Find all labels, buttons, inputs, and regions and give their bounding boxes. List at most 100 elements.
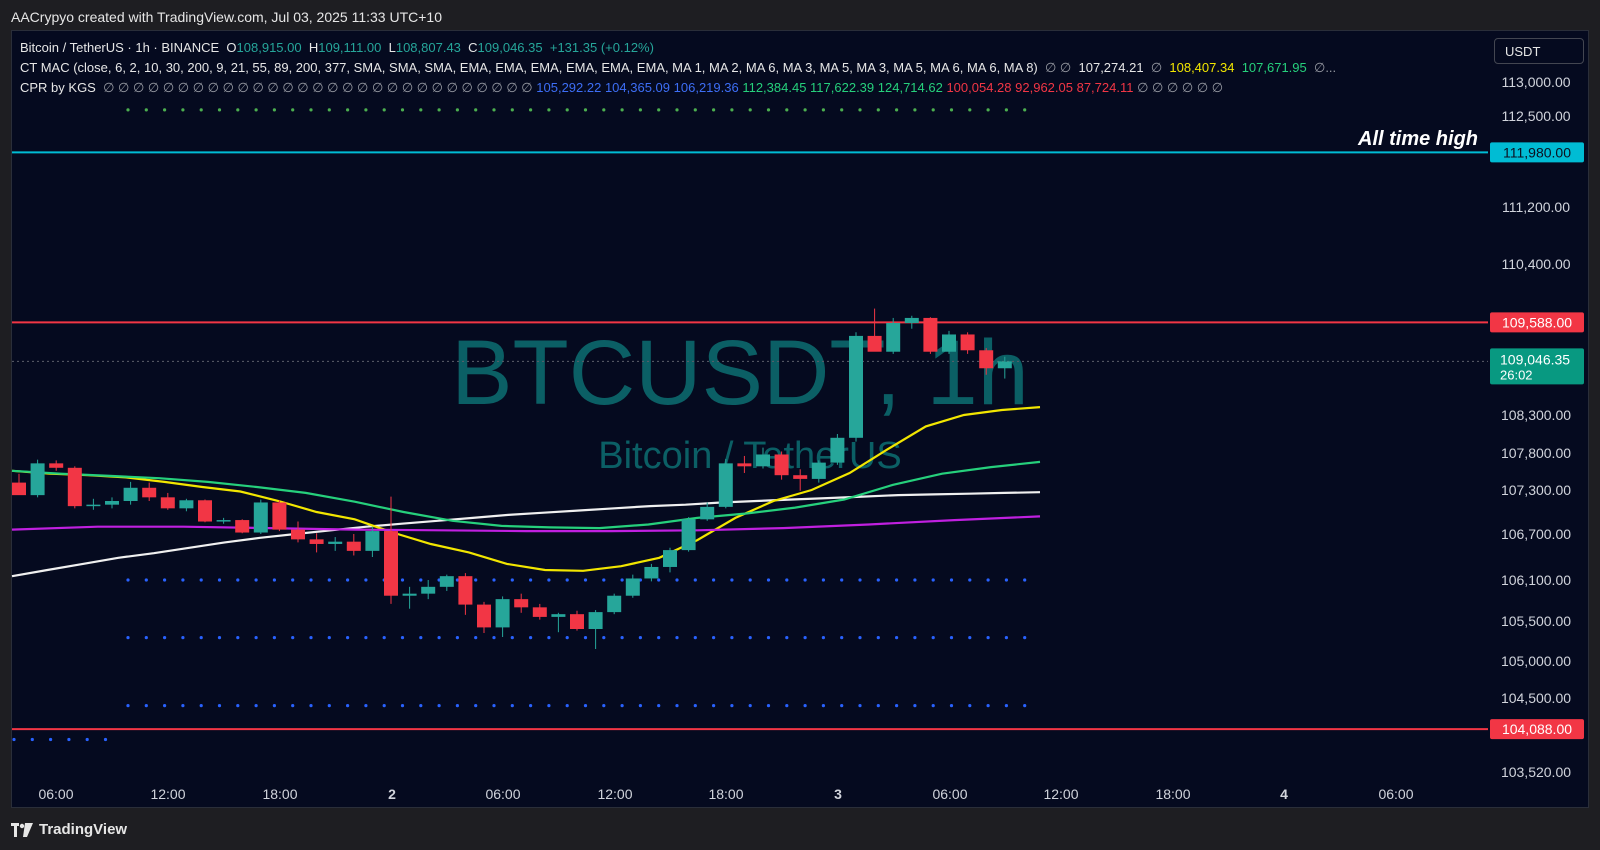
cpr-dot — [12, 737, 16, 742]
candle-body — [421, 586, 436, 594]
cpr-dot — [236, 704, 240, 708]
candle-body — [793, 475, 808, 479]
currency-button[interactable]: USDT — [1494, 38, 1584, 64]
cpr-dot — [895, 108, 899, 112]
legend-cpr-value: 100,054.28 — [946, 80, 1016, 95]
cpr-dot — [840, 578, 844, 582]
legend-symbol-title: Bitcoin / TetherUS · 1h · BINANCE — [20, 40, 220, 55]
cpr-dot — [949, 636, 954, 640]
cpr-dot — [638, 636, 643, 640]
cpr-dot — [602, 578, 606, 582]
y-tick-label: 110,400.00 — [1501, 256, 1570, 272]
cpr-dot — [217, 578, 222, 582]
cpr-dot — [126, 636, 130, 640]
x-tick-label: 4 — [1280, 786, 1288, 802]
cpr-dot — [144, 108, 148, 112]
price-axis[interactable]: 113,000.00 112,500.00 111,200.00 110,400.00… — [1490, 74, 1584, 780]
cpr-dot — [785, 636, 789, 640]
candle-body — [979, 350, 994, 369]
cpr-dot — [931, 636, 935, 640]
cpr-dot — [346, 578, 350, 582]
legend-low-value: 108,807.43 — [395, 40, 461, 55]
legend-cpr-value: 105,292.22 — [536, 80, 605, 95]
cpr-dot — [748, 578, 752, 582]
cpr-dot — [144, 636, 148, 640]
legend-ma-value-3: 107,671.95 — [1241, 60, 1307, 75]
legend-cpr-null: ∅ ∅ ∅ ∅ ∅ ∅ ∅ ∅ ∅ ∅ ∅ ∅ ∅ ∅ ∅ ∅ ∅ ∅ ∅ ∅ … — [103, 80, 533, 95]
cpr-dot — [1023, 108, 1027, 112]
last-price-tag — [1490, 348, 1584, 385]
y-tick-label: 113,000.00 — [1501, 74, 1570, 90]
x-tick-label: 06:00 — [485, 786, 520, 802]
cpr-dot — [748, 704, 752, 708]
legend-cpr-line[interactable]: CPR by KGS ∅ ∅ ∅ ∅ ∅ ∅ ∅ ∅ ∅ ∅ ∅ ∅ ∅ ∅ ∅… — [20, 80, 1223, 96]
cpr-dot — [712, 704, 716, 708]
cpr-dot — [217, 108, 222, 112]
cpr-dot — [1004, 636, 1009, 640]
cpr-dot — [748, 108, 752, 112]
x-tick-label: 06:00 — [38, 786, 73, 802]
cpr-dot — [254, 636, 258, 640]
time-axis[interactable]: 06:00 12:00 18:00 2 06:00 12:00 18:00 3 06:00 12:… — [38, 786, 1413, 802]
cpr-dot — [529, 704, 533, 708]
cpr-dot — [986, 578, 990, 582]
candle-body — [309, 539, 324, 544]
cpr-dot — [492, 108, 496, 112]
cpr-dot — [876, 636, 880, 640]
cpr-dot — [712, 636, 716, 640]
cpr-dot — [455, 578, 459, 582]
cpr-dot — [199, 636, 203, 640]
cpr-dot — [638, 704, 643, 708]
cpr-dot — [291, 704, 295, 708]
cpr-dot — [803, 704, 807, 708]
cpr-dot — [364, 578, 368, 582]
cpr-dot — [913, 636, 917, 640]
cpr-dot — [785, 578, 789, 582]
tradingview-logo[interactable]: TradingView — [11, 821, 127, 838]
cpr-dot — [67, 737, 71, 742]
candle-body — [644, 566, 659, 579]
cpr-dot — [657, 636, 661, 640]
cpr-dot — [236, 636, 240, 640]
cpr-dot — [327, 108, 331, 112]
cpr-dot — [144, 704, 148, 708]
legend-symbol-line: Bitcoin / TetherUS · 1h · BINANCE O108,9… — [20, 40, 654, 55]
legend-change: +131.35 (+0.12%) — [549, 40, 654, 55]
cpr-dot — [30, 737, 34, 742]
cpr-dot — [565, 108, 569, 112]
cpr-dot — [895, 636, 899, 640]
legend-cpr-value: 117,622.39 — [810, 80, 878, 95]
cpr-dot — [949, 578, 954, 582]
cpr-dot — [693, 636, 697, 640]
candle-body — [439, 576, 454, 587]
candle-body — [663, 550, 677, 567]
cpr-dot — [821, 704, 826, 708]
cpr-dot — [583, 578, 588, 582]
y-tick-label: 111,200.00 — [1502, 199, 1570, 215]
cpr-dot — [876, 704, 880, 708]
watermark-name: Bitcoin / TetherUS — [598, 435, 901, 477]
cpr-dot — [254, 108, 258, 112]
chart-frame[interactable] — [11, 30, 1589, 808]
x-tick-label: 12:00 — [597, 786, 632, 802]
legend-ma-value-1: 107,274.21 — [1078, 60, 1144, 75]
legend-cpr-tail: ∅ ∅ ∅ ∅ ∅ ∅ — [1137, 80, 1224, 95]
cpr-dot — [510, 578, 514, 582]
cpr-dot — [1004, 704, 1009, 708]
candle-body — [718, 463, 733, 507]
candle-body — [12, 482, 26, 496]
legend-high-value: 109,111.00 — [318, 40, 382, 55]
legend-cpr-value: 104,365.09 — [604, 80, 674, 95]
cpr-dot — [437, 108, 441, 112]
x-tick-label: 18:00 — [1155, 786, 1190, 802]
y-tick-label: 107,800.00 — [1501, 445, 1571, 461]
legend-ma-line[interactable]: CT MAC (close, 6, 2, 10, 30, 200, 9, 21,… — [20, 60, 1336, 76]
x-tick-label: 12:00 — [150, 786, 185, 802]
cpr-dot — [1023, 704, 1027, 708]
cpr-dot — [364, 704, 368, 708]
price-line-label: 104,088.00 — [1502, 721, 1572, 737]
cpr-dot — [858, 636, 862, 640]
cpr-dot — [327, 636, 331, 640]
cpr-dot — [547, 108, 551, 112]
